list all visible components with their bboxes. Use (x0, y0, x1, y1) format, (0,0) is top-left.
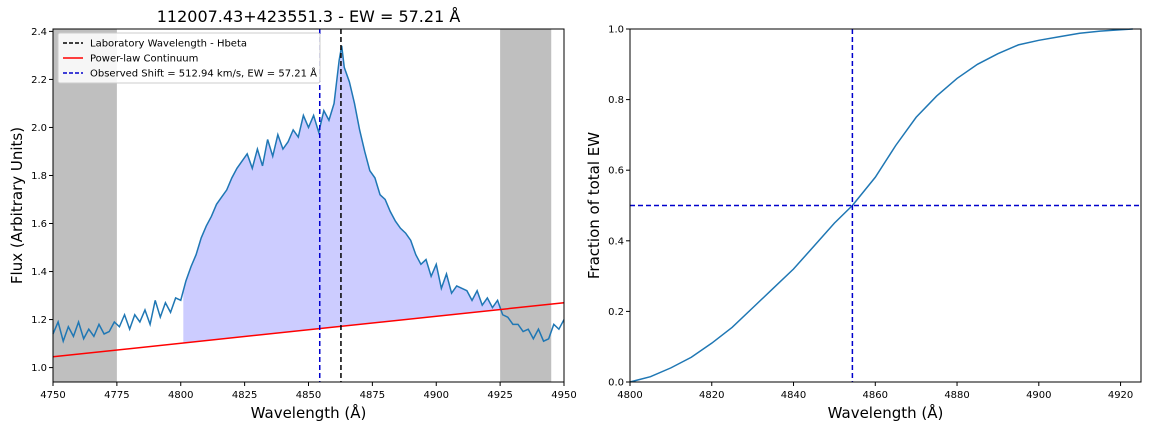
left-y-axis-label: Flux (Arbitrary Units) (8, 127, 26, 284)
grey-bands (53, 29, 552, 382)
left-y-ticks: 1.0 1.2 1.4 1.6 1.8 2.0 2.2 2.4 (31, 27, 53, 374)
left-ytick-label: 1.6 (31, 219, 47, 230)
cumulative-ew-line (629, 28, 1133, 383)
vertical-lines (318, 29, 342, 382)
left-ytick-label: 2.4 (31, 27, 47, 38)
left-xtick-label: 4875 (360, 390, 385, 401)
left-xtick-label: 4800 (168, 390, 193, 401)
left-ytick-label: 1.2 (31, 315, 47, 326)
legend-box (57, 32, 321, 84)
left-ytick-label: 2.0 (31, 123, 47, 134)
cumulative-ew-series (629, 28, 1133, 383)
legend-label-observed-shift: Observed Shift = 512.94 km/s, EW = 57.21… (90, 67, 317, 80)
flux-line (52, 45, 565, 344)
legend-label-lab-wavelength: Laboratory Wavelength - Hbeta (90, 39, 247, 50)
right-ytick-label: 1.0 (608, 25, 624, 36)
ew-fill-area (183, 45, 501, 344)
right-ytick-label: 0.2 (608, 307, 624, 318)
right-x-axis-label: Wavelength (Å) (828, 403, 944, 422)
left-xtick-label: 4825 (232, 390, 257, 401)
excluded-band (53, 29, 117, 382)
legend-label-continuum: Power-law Continuum (90, 54, 198, 65)
left-xtick-label: 4750 (40, 390, 65, 401)
left-xtick-label: 4900 (424, 390, 449, 401)
left-ytick-label: 1.8 (31, 171, 47, 182)
right-ytick-label: 0.6 (608, 166, 624, 177)
right-ytick-label: 0.8 (608, 95, 624, 106)
left-xtick-label: 4775 (104, 390, 129, 401)
right-x-ticks: 4800 4820 4840 4860 4880 4900 4920 (617, 382, 1133, 401)
flux-series (52, 45, 565, 344)
right-xtick-label: 4860 (863, 390, 888, 401)
reference-lines (630, 29, 1141, 382)
right-xtick-label: 4800 (617, 390, 642, 401)
right-xtick-label: 4820 (699, 390, 724, 401)
excluded-band (500, 29, 552, 382)
left-x-ticks: 4750 4775 4800 4825 4850 4875 4900 4925 4950 (40, 382, 577, 401)
legend: Laboratory Wavelength - Hbeta Power-law … (57, 32, 321, 84)
right-xtick-label: 4840 (781, 390, 806, 401)
left-xtick-label: 4950 (551, 390, 576, 401)
left-panel: 4750 4775 4800 4825 4850 4875 4900 4925 4950 1.0… (8, 7, 577, 422)
right-ytick-label: 0.4 (608, 236, 624, 247)
right-plot-frame (629, 28, 1142, 383)
left-xtick-label: 4925 (487, 390, 512, 401)
left-xtick-label: 4850 (296, 390, 321, 401)
left-ytick-label: 2.2 (31, 75, 47, 86)
left-chart-title: 112007.43+423551.3 - EW = 57.21 Å (157, 7, 461, 26)
continuum-line (52, 302, 565, 358)
right-xtick-label: 4900 (1026, 390, 1051, 401)
right-y-axis-label: Fraction of total EW (585, 132, 603, 279)
right-ytick-label: 0.0 (608, 378, 624, 389)
ew-fill-region (183, 45, 501, 344)
continuum-line-path (52, 302, 565, 358)
right-panel: 4800 4820 4840 4860 4880 4900 4920 0.00.20.40.… (585, 25, 1142, 422)
right-xtick-label: 4920 (1108, 390, 1133, 401)
left-ytick-label: 1.4 (31, 267, 47, 278)
left-x-axis-label: Wavelength (Å) (251, 403, 367, 422)
right-xtick-label: 4880 (944, 390, 969, 401)
left-ytick-label: 1.0 (31, 363, 47, 374)
right-y-ticks: 0.0 0.2 0.4 0.6 0.8 1.0 (608, 25, 630, 389)
